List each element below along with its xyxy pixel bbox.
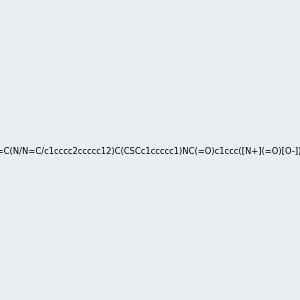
Text: O=C(N/N=C/c1cccc2ccccc12)C(CSCc1ccccc1)NC(=O)c1ccc([N+](=O)[O-])cc1: O=C(N/N=C/c1cccc2ccccc12)C(CSCc1ccccc1)N… (0, 147, 300, 156)
